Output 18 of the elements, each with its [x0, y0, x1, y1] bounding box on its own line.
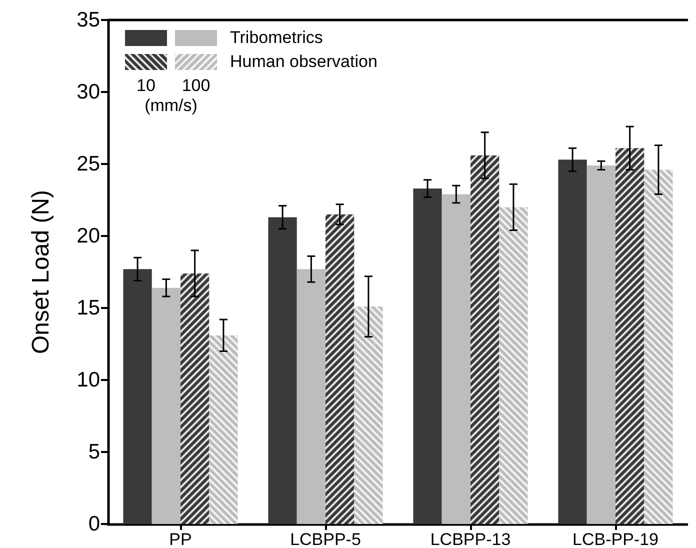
annotation: Tribometrics	[230, 28, 323, 47]
annotation: 100	[182, 76, 210, 95]
annotation: 10	[136, 76, 156, 95]
annotation: (mm/s)	[144, 96, 198, 115]
y-tick-label: 0	[88, 512, 100, 536]
y-tick-label: 30	[76, 80, 100, 104]
y-tick-label: 15	[76, 296, 100, 320]
x-tick-label: LCB-PP-19	[572, 530, 658, 548]
annotation: Human observation	[230, 52, 378, 71]
x-tick-label: LCBPP-5	[290, 530, 361, 548]
y-axis-title: Onset Load (N)	[28, 190, 54, 354]
y-tick-label: 10	[76, 368, 100, 392]
y-tick-label: 35	[76, 8, 100, 32]
x-tick-label: PP	[169, 530, 192, 548]
y-tick-label: 20	[76, 224, 100, 248]
y-tick-label: 25	[76, 152, 100, 176]
y-tick-label: 5	[88, 440, 100, 464]
x-tick-label: LCBPP-13	[430, 530, 511, 548]
